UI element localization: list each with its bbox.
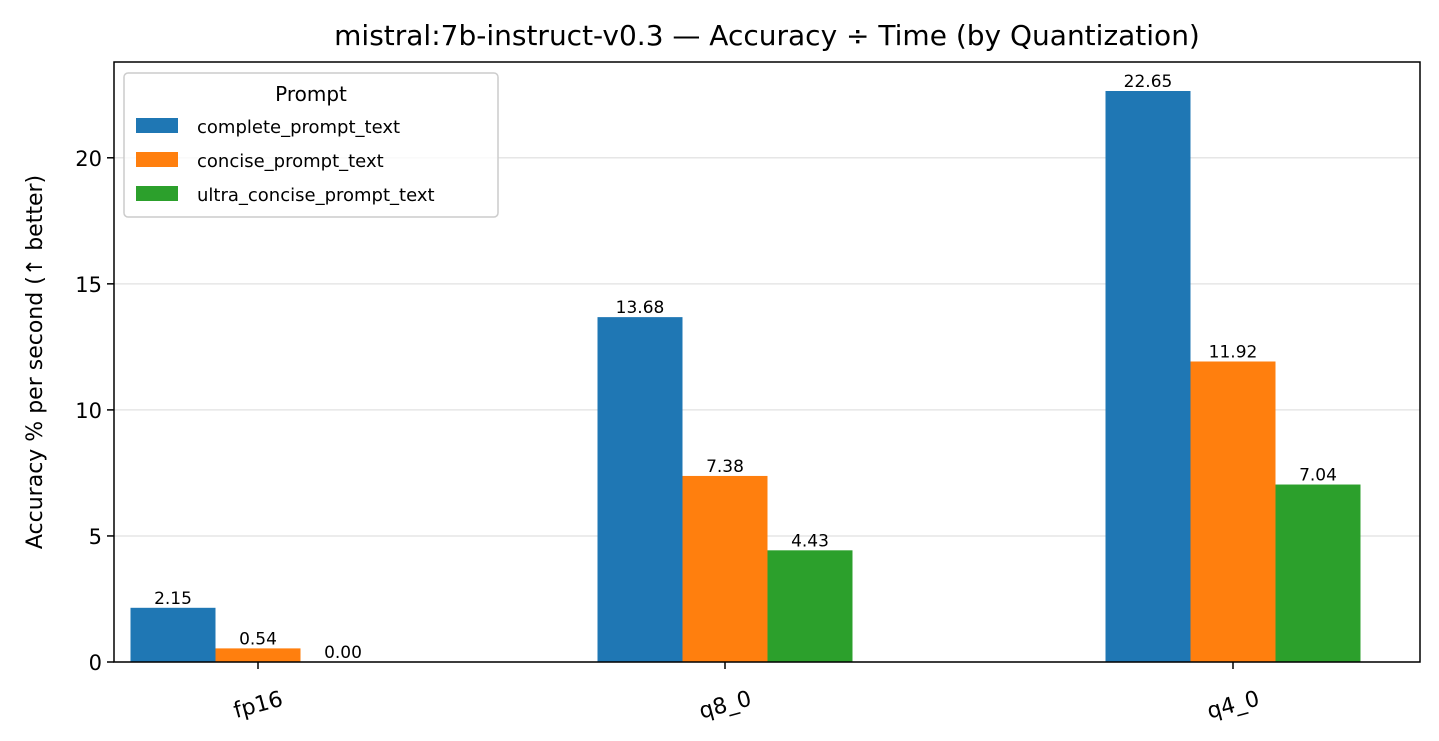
y-tick-label: 5 — [89, 525, 102, 549]
plot-frame — [113, 61, 1421, 663]
legend-label: ultra_concise_prompt_text — [197, 185, 435, 206]
y-tick-label: 10 — [75, 399, 102, 423]
axes: 0 5 10 15 20 fp16 q8_0 q4_0 — [75, 61, 1421, 725]
y-tick-label: 0 — [89, 651, 102, 675]
bars — [130, 90, 1361, 663]
legend-title: Prompt — [275, 82, 347, 106]
data-label: 13.68 — [616, 298, 665, 318]
bar-complete_prompt_text-fp16 — [130, 607, 216, 662]
y-tick-label: 20 — [75, 147, 102, 171]
data-label: 7.04 — [1299, 466, 1337, 486]
legend-swatch — [136, 118, 178, 133]
legend: Prompt complete_prompt_text concise_promp… — [123, 72, 499, 218]
bar-ultra_concise_prompt_text-q4_0 — [1275, 484, 1361, 662]
bar-ultra_concise_prompt_text-q8_0 — [767, 550, 853, 662]
data-label: 4.43 — [791, 531, 829, 551]
bar-concise_prompt_text-q4_0 — [1190, 361, 1276, 662]
data-label: 0.00 — [324, 643, 362, 663]
bar-concise_prompt_text-fp16 — [215, 648, 301, 662]
data-label: 2.15 — [154, 589, 192, 609]
data-label: 22.65 — [1124, 72, 1173, 92]
legend-label: concise_prompt_text — [197, 151, 384, 172]
chart-title: mistral:7b-instruct-v0.3 — Accuracy ÷ Ti… — [334, 19, 1200, 52]
data-label: 7.38 — [706, 457, 744, 477]
x-tick-label: fp16 — [231, 687, 285, 724]
x-tick-label: q4_0 — [1205, 687, 1263, 725]
legend-box — [123, 72, 499, 218]
legend-swatch — [136, 186, 178, 201]
bar-complete_prompt_text-q4_0 — [1105, 90, 1191, 663]
data-label: 11.92 — [1209, 342, 1258, 362]
bar-complete_prompt_text-q8_0 — [597, 317, 683, 662]
data-label: 0.54 — [239, 629, 277, 649]
legend-swatch — [136, 152, 178, 167]
bar-concise_prompt_text-q8_0 — [682, 475, 768, 662]
y-tick-label: 15 — [75, 273, 102, 297]
legend-entries: complete_prompt_text concise_prompt_textu… — [136, 117, 435, 206]
data-labels: 2.15 13.68 22.65 0.54 7.38 11.92 0.00 4.43 7.04 — [154, 72, 1337, 663]
x-tick-label: q8_0 — [697, 687, 755, 725]
legend-label: complete_prompt_text — [197, 117, 400, 138]
y-axis-label: Accuracy % per second (↑ better) — [23, 175, 48, 549]
